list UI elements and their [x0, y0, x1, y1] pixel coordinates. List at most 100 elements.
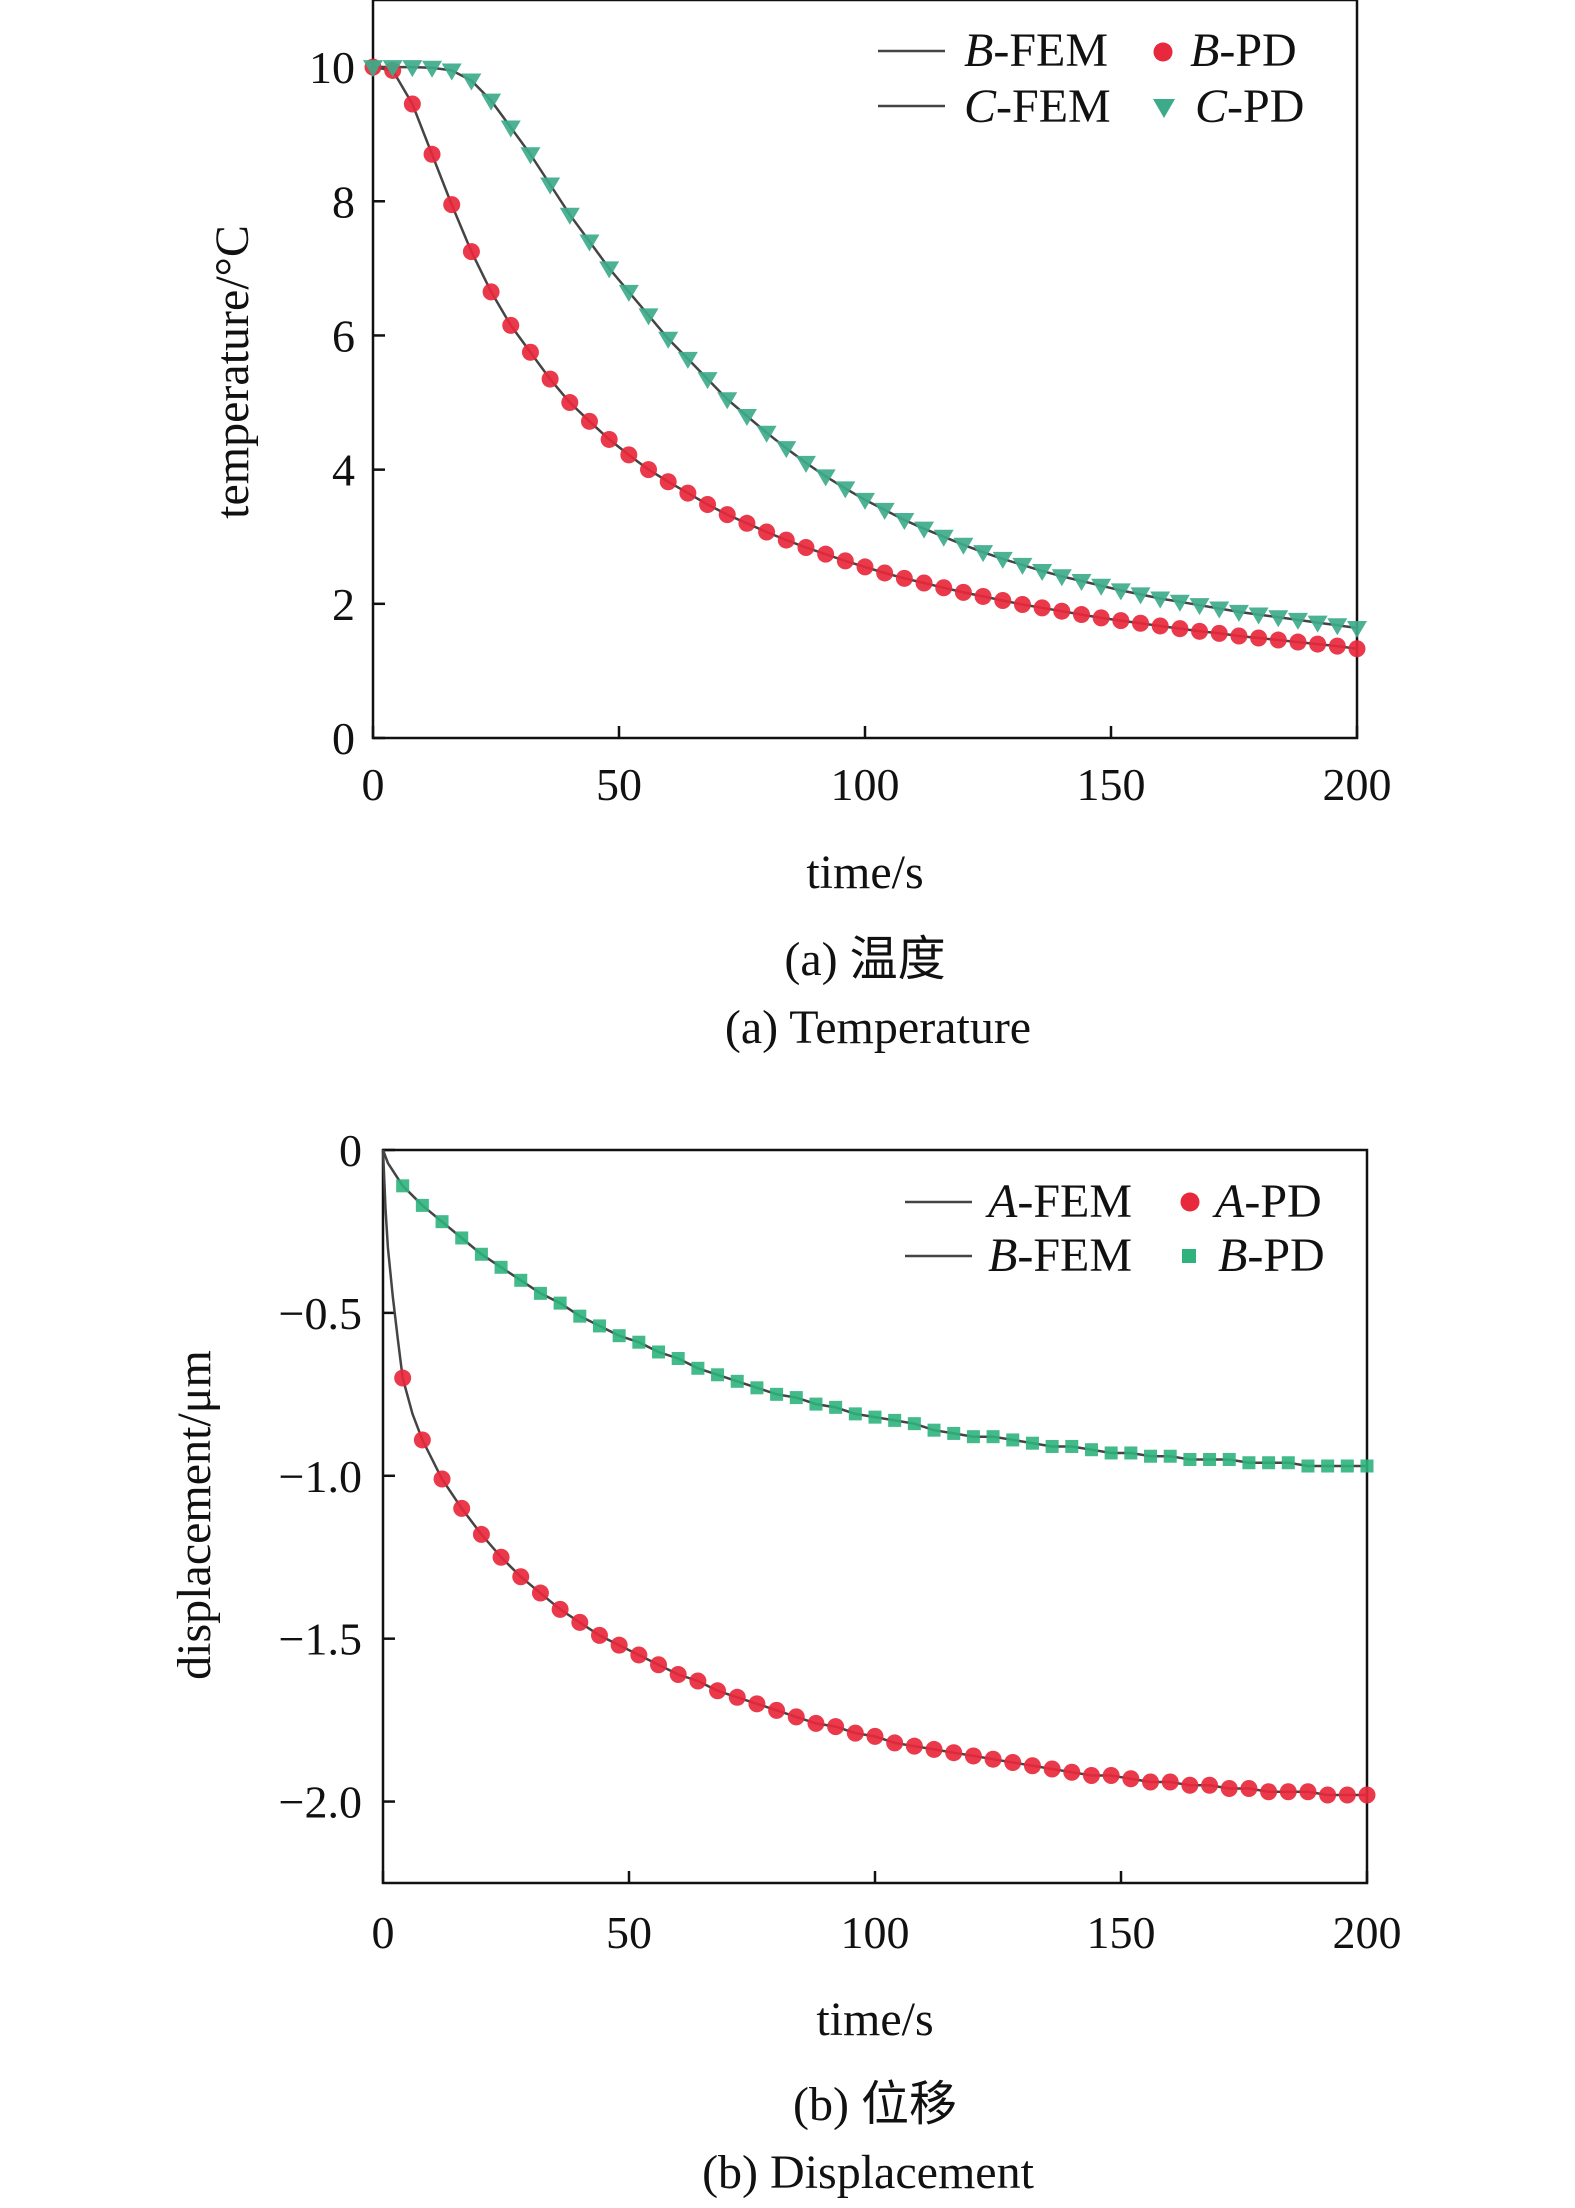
- point-b-pd: [986, 1430, 1000, 1444]
- point-a-pd: [413, 1431, 431, 1449]
- point-b-pd: [1112, 612, 1130, 630]
- point-b-pd: [502, 316, 520, 334]
- point-b-pd: [797, 538, 815, 556]
- y-tick-label: 2: [332, 579, 355, 630]
- point-a-pd: [1358, 1786, 1376, 1804]
- point-a-pd: [433, 1470, 451, 1488]
- legend-a-pd-marker: [1180, 1192, 1200, 1212]
- point-c-pd: [520, 147, 541, 165]
- point-b-pd: [1013, 595, 1031, 613]
- point-b-pd: [836, 552, 854, 570]
- point-c-pd: [1248, 607, 1269, 625]
- point-a-pd: [1279, 1783, 1297, 1801]
- point-c-pd: [579, 234, 600, 252]
- y-axis: 0 −0.5 −1.0 −1.5 −2.0: [279, 1125, 395, 1828]
- point-a-pd: [1102, 1766, 1120, 1784]
- point-b-pd: [1360, 1459, 1374, 1473]
- point-a-pd: [1338, 1786, 1356, 1804]
- point-c-pd: [1307, 615, 1328, 633]
- point-b-pd: [1328, 637, 1346, 655]
- point-c-pd: [697, 372, 718, 390]
- point-a-pd: [1299, 1783, 1317, 1801]
- point-b-pd: [699, 496, 717, 514]
- point-c-pd: [677, 351, 698, 369]
- point-b-pd: [659, 473, 677, 491]
- point-b-pd: [1144, 1449, 1158, 1463]
- point-b-pd: [1025, 1436, 1039, 1450]
- point-b-pd: [994, 591, 1012, 609]
- x-tick-label: 50: [596, 759, 642, 810]
- series-line-c-fem: [373, 65, 1358, 630]
- point-a-pd: [728, 1688, 746, 1706]
- caption-en: (a) Temperature: [725, 1001, 1031, 1054]
- point-c-pd: [422, 60, 443, 78]
- series-b-pd: [396, 1179, 1374, 1473]
- x-tick-label: 150: [1087, 1907, 1156, 1958]
- legend-c-pd-label: C-PD: [1195, 80, 1304, 133]
- point-b-pd: [443, 196, 461, 214]
- point-b-pd: [533, 1286, 547, 1300]
- point-c-pd: [1091, 578, 1112, 596]
- point-b-pd: [423, 145, 441, 163]
- legend-a-fem-label: A-FEM: [985, 1175, 1132, 1228]
- x-axis-label: time/s: [816, 1993, 933, 2046]
- point-c-pd: [363, 60, 383, 78]
- point-c-pd: [874, 502, 895, 520]
- point-b-pd: [789, 1391, 803, 1405]
- point-b-pd: [1163, 1449, 1177, 1463]
- point-c-pd: [1228, 604, 1249, 622]
- x-tick-label: 50: [606, 1907, 652, 1958]
- point-b-pd: [1348, 640, 1366, 658]
- point-b-pd: [935, 579, 953, 597]
- point-a-pd: [866, 1727, 884, 1745]
- point-c-pd: [835, 481, 856, 499]
- series-c-pd: [363, 60, 1367, 638]
- point-c-pd: [1189, 598, 1210, 616]
- point-b-pd: [711, 1368, 725, 1382]
- point-a-pd: [1161, 1773, 1179, 1791]
- point-a-pd: [1063, 1763, 1081, 1781]
- y-axis: 0 2 4 6 8 10: [309, 42, 385, 764]
- point-a-pd: [905, 1737, 923, 1755]
- point-b-pd: [1269, 631, 1287, 649]
- point-b-pd: [758, 523, 776, 541]
- point-b-pd: [396, 1179, 410, 1193]
- legend-b-pd-marker: [1182, 1249, 1196, 1263]
- point-b-pd: [809, 1397, 823, 1411]
- point-c-pd: [559, 207, 580, 225]
- point-a-pd: [472, 1525, 490, 1543]
- point-b-pd: [895, 569, 913, 587]
- point-b-pd: [1072, 606, 1090, 624]
- point-b-pd: [1242, 1456, 1256, 1470]
- point-b-pd: [455, 1231, 469, 1245]
- point-a-pd: [964, 1747, 982, 1765]
- point-b-pd: [691, 1361, 705, 1375]
- caption-cn: (a) 温度: [784, 933, 945, 986]
- point-a-pd: [925, 1740, 943, 1758]
- point-b-pd: [1053, 602, 1071, 620]
- point-b-pd: [1065, 1439, 1079, 1453]
- y-tick-label: 6: [332, 310, 355, 361]
- point-a-pd: [531, 1584, 549, 1602]
- point-b-pd: [750, 1381, 764, 1395]
- point-b-pd: [1171, 620, 1189, 638]
- x-tick-label: 200: [1323, 759, 1392, 810]
- y-axis-label: temperature/°C: [206, 225, 259, 519]
- point-a-pd: [669, 1666, 687, 1684]
- point-c-pd: [815, 469, 836, 487]
- point-b-pd: [974, 587, 992, 605]
- point-a-pd: [1023, 1757, 1041, 1775]
- point-b-pd: [553, 1296, 567, 1310]
- point-c-pd: [933, 529, 954, 547]
- point-b-pd: [966, 1430, 980, 1444]
- point-b-pd: [1132, 614, 1150, 632]
- point-a-pd: [984, 1750, 1002, 1768]
- point-b-pd: [1151, 617, 1169, 635]
- point-b-pd: [777, 531, 795, 549]
- point-b-pd: [592, 1319, 606, 1333]
- point-a-pd: [846, 1724, 864, 1742]
- point-b-pd: [848, 1407, 862, 1421]
- point-c-pd: [795, 455, 816, 473]
- point-c-pd: [402, 60, 423, 78]
- point-b-pd: [415, 1198, 429, 1212]
